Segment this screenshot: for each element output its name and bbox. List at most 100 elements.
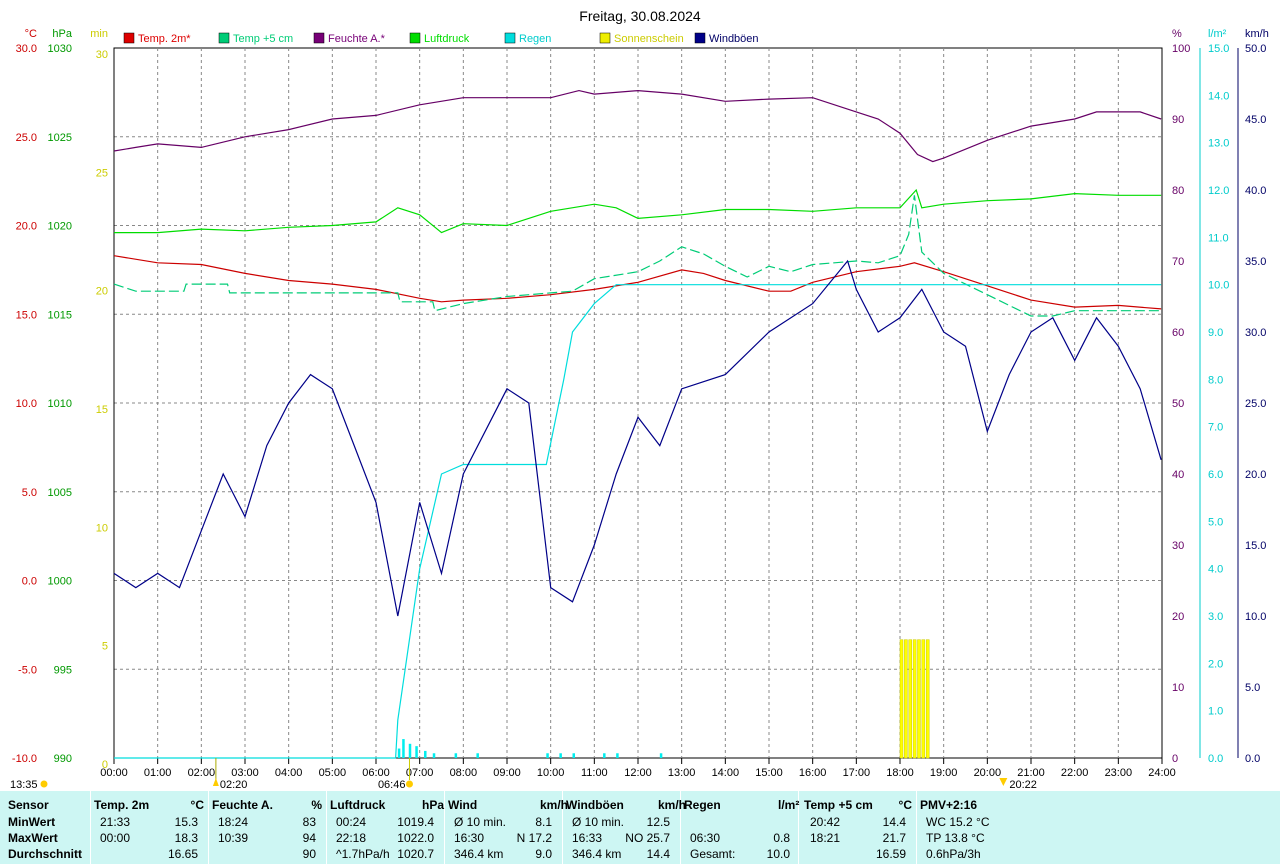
sunshine-bar — [912, 639, 917, 759]
stats-row-label: MaxWert — [8, 831, 58, 845]
column-separator — [90, 791, 91, 864]
stats-cell-value: 1020.7 — [397, 847, 434, 861]
x-tick-label: 11:00 — [581, 767, 608, 779]
humidity-axis-tick-label: 60 — [1172, 327, 1184, 339]
column-separator — [562, 791, 563, 864]
stats-row-label: MinWert — [8, 815, 56, 829]
x-tick-label: 13:00 — [668, 767, 696, 779]
x-tick-label: 12:00 — [624, 767, 652, 779]
stats-header-name: Feuchte A. — [212, 798, 273, 812]
rain-bar — [659, 753, 663, 758]
stats-cell-time: 18:21 — [810, 831, 841, 845]
wind-axis-tick-label: 25.0 — [1245, 398, 1266, 410]
stats-header-unit: l/m² — [778, 798, 800, 812]
x-tick-label: 16:00 — [799, 767, 827, 779]
humidity-axis-tick-label: 50 — [1172, 398, 1184, 410]
humidity-axis-tick-label: 10 — [1172, 682, 1184, 694]
stats-row-label: Durchschnitt — [8, 847, 83, 861]
humidity-axis-tick-label: 20 — [1172, 611, 1184, 623]
stats-cell-time: 00:24 — [336, 815, 367, 829]
wind-axis-tick-label: 40.0 — [1245, 185, 1266, 197]
pressure-axis-tick-label: 990 — [54, 753, 72, 765]
stats-cell-time: WC 15.2 °C — [926, 815, 990, 829]
stats-table: Sensor Temp. 2m °C Feuchte A.% Luftdruck hPa W… — [0, 791, 1280, 864]
humidity-axis-unit: % — [1172, 28, 1182, 40]
stats-cell-value: 8.1 — [535, 815, 552, 829]
weather-chart: 00:00 01:00 02:00 03:00 04:00 05:00 06:00 07:00… — [10, 8, 1269, 791]
humidity-axis-tick-label: 70 — [1172, 256, 1184, 268]
humidity-axis-tick-label: 100 — [1172, 43, 1190, 55]
stats-cell-time: 00:00 — [100, 831, 131, 845]
rain-bar — [603, 753, 606, 758]
rain-axis-tick-label: 15.0 — [1208, 43, 1229, 55]
column-separator — [680, 791, 681, 864]
wind-axis-tick-label: 15.0 — [1245, 540, 1266, 552]
x-tick-label: 19:00 — [930, 767, 958, 779]
stats-cell-value: 94 — [302, 831, 316, 845]
temp-axis-unit: °C — [25, 28, 37, 40]
x-tick-label: 03:00 — [231, 767, 259, 779]
legend-swatch — [694, 32, 706, 44]
sunshine-bar — [917, 639, 921, 759]
wind-axis-tick-label: 30.0 — [1245, 327, 1266, 339]
wind-axis-tick-label: 0.0 — [1245, 753, 1260, 765]
stats-cell-value: 12.5 — [646, 815, 670, 829]
stats-cell-time: 21:33 — [100, 815, 131, 829]
wind-axis-tick-label: 10.0 — [1245, 611, 1266, 623]
wind-axis-unit: km/h — [1245, 28, 1269, 40]
legend-label: Feuchte A.* — [328, 33, 386, 45]
sunset-icon — [999, 778, 1008, 786]
rain-bar — [432, 753, 436, 758]
stats-header-unit: °C — [190, 798, 204, 812]
legend-swatch — [504, 32, 516, 44]
sunset-time: 20:22 — [1009, 779, 1037, 791]
stats-cell-time: 346.4 km — [454, 847, 504, 861]
rain-axis-tick-label: 1.0 — [1208, 706, 1223, 718]
stats-cell-value: 21.7 — [882, 831, 906, 845]
stats-cell-time: Ø 10 min. — [454, 815, 507, 829]
series-line — [113, 89, 1162, 163]
stats-header-unit: °C — [898, 798, 912, 812]
rain-bar — [572, 753, 575, 758]
rain-bar — [546, 753, 549, 758]
series-line — [113, 259, 1162, 617]
stats-header-name: Temp +5 cm — [804, 798, 873, 812]
rain-axis-tick-label: 12.0 — [1208, 185, 1229, 197]
stats-header-name: Luftdruck — [330, 798, 386, 812]
x-tick-label: 01:00 — [144, 767, 172, 779]
legend-swatch — [409, 32, 421, 44]
stats-cell-time: 18:24 — [218, 815, 249, 829]
temp-axis-tick-label: 10.0 — [16, 398, 37, 410]
rain-bar — [424, 750, 427, 758]
series-line — [114, 284, 1162, 759]
stats-cell-value: NO 25.7 — [625, 831, 670, 845]
stats-cell-time: 20:42 — [810, 815, 841, 829]
stats-cell-value: 90 — [302, 847, 316, 861]
sunshine-axis-tick-label: 25 — [96, 167, 108, 179]
stats-cell-value: 15.3 — [174, 815, 198, 829]
x-tick-label: 02:00 — [188, 767, 216, 779]
sunrise-time: 06:46 — [378, 779, 406, 791]
sunshine-axis-unit: min — [90, 28, 108, 40]
stats-header-name: Wind — [448, 798, 478, 812]
legend-label: Regen — [519, 33, 551, 45]
rain-bar — [616, 753, 619, 758]
stats-cell-value: 18.3 — [174, 831, 198, 845]
x-tick-label: 21:00 — [1017, 767, 1045, 779]
stats-row: Durchschnitt 16.65 90 ^1.7hPa/h 1020.7 346.4 … — [0, 847, 1280, 863]
x-tick-label: 10:00 — [537, 767, 565, 779]
stats-header-name: Sensor — [8, 798, 49, 812]
sunshine-bar — [921, 639, 926, 759]
sunshine-axis-tick-label: 20 — [96, 286, 108, 298]
sunshine-bar — [925, 639, 930, 759]
rain-axis-tick-label: 14.0 — [1208, 90, 1229, 102]
wind-axis-tick-label: 5.0 — [1245, 682, 1260, 694]
stats-cell-value: N 17.2 — [516, 831, 552, 845]
temp-axis-tick-label: 0.0 — [22, 576, 37, 588]
rain-axis-tick-label: 7.0 — [1208, 422, 1223, 434]
stats-header-name: PMV+2:16 — [920, 798, 978, 812]
rain-axis-tick-label: 0.0 — [1208, 753, 1223, 765]
wind-axis-tick-label: 45.0 — [1245, 114, 1266, 126]
x-tick-label: 17:00 — [843, 767, 871, 779]
stats-cell-time: Ø 10 min. — [572, 815, 625, 829]
